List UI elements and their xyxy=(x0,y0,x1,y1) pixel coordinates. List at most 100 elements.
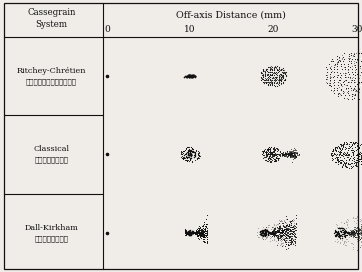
Point xyxy=(267,231,273,235)
Point xyxy=(186,148,192,152)
Point xyxy=(352,65,357,69)
Point xyxy=(359,92,362,96)
Point xyxy=(263,152,269,156)
Point xyxy=(192,152,198,157)
Point xyxy=(337,78,343,82)
Point xyxy=(288,150,294,154)
Point xyxy=(204,228,210,232)
Point xyxy=(358,228,362,232)
Point xyxy=(269,73,274,77)
Point xyxy=(338,234,344,239)
Point xyxy=(182,227,188,231)
Point xyxy=(274,67,280,71)
Point xyxy=(264,227,270,232)
Point xyxy=(346,157,352,162)
Point xyxy=(285,222,290,227)
Point xyxy=(360,240,362,244)
Point xyxy=(275,228,281,232)
Point xyxy=(272,229,277,233)
Point xyxy=(293,228,299,232)
Point xyxy=(283,151,289,156)
Point xyxy=(352,57,358,61)
Point xyxy=(255,235,261,239)
Point xyxy=(202,235,207,239)
Point xyxy=(201,234,207,238)
Point xyxy=(291,151,297,155)
Point xyxy=(287,153,293,157)
Point xyxy=(279,152,285,156)
Point xyxy=(344,231,350,235)
Point xyxy=(291,151,297,155)
Point xyxy=(356,235,362,240)
Point xyxy=(279,152,285,156)
Point xyxy=(261,148,267,153)
Point xyxy=(358,239,362,243)
Point xyxy=(268,230,274,234)
Point xyxy=(264,73,270,77)
Point xyxy=(282,151,288,156)
Point xyxy=(345,147,351,152)
Point xyxy=(334,232,340,236)
Point xyxy=(289,234,295,238)
Point xyxy=(188,231,193,235)
Point xyxy=(272,159,277,163)
Point xyxy=(334,152,340,156)
Point xyxy=(260,76,265,81)
Point xyxy=(345,239,351,243)
Point xyxy=(274,83,280,88)
Point xyxy=(357,64,362,69)
Point xyxy=(197,230,202,234)
Point xyxy=(275,67,281,72)
Point xyxy=(336,145,342,149)
Point xyxy=(345,231,351,235)
Point xyxy=(351,231,357,235)
Point xyxy=(201,231,207,236)
Point xyxy=(361,90,362,95)
Point xyxy=(292,237,298,242)
Point xyxy=(278,234,284,238)
Point xyxy=(288,238,294,243)
Point xyxy=(185,145,190,149)
Point xyxy=(185,230,191,235)
Point xyxy=(353,160,358,164)
Point xyxy=(324,81,330,85)
Point xyxy=(336,162,341,166)
Point xyxy=(351,156,357,161)
Point xyxy=(259,231,265,235)
Point xyxy=(274,75,280,79)
Point xyxy=(184,231,190,235)
Point xyxy=(274,233,279,237)
Point xyxy=(274,64,279,69)
Point xyxy=(274,243,280,247)
Point xyxy=(361,231,362,236)
Point xyxy=(277,233,283,237)
Point xyxy=(185,230,190,235)
Point xyxy=(361,244,362,248)
Point xyxy=(273,152,279,156)
Point xyxy=(348,234,353,238)
Point xyxy=(285,151,291,156)
Point xyxy=(268,64,274,69)
Point xyxy=(329,154,334,159)
Point xyxy=(352,235,358,239)
Point xyxy=(277,77,283,82)
Point xyxy=(338,56,344,61)
Point xyxy=(263,229,269,233)
Point xyxy=(184,145,190,150)
Point xyxy=(332,230,338,234)
Point xyxy=(266,231,272,235)
Point xyxy=(266,223,272,228)
Point xyxy=(350,229,356,233)
Point xyxy=(262,230,268,234)
Point xyxy=(267,83,273,87)
Point xyxy=(259,152,265,156)
Point xyxy=(275,156,281,160)
Point xyxy=(198,234,204,239)
Point xyxy=(341,233,347,237)
Point xyxy=(361,147,362,152)
Point xyxy=(328,152,333,156)
Point xyxy=(275,152,281,157)
Point xyxy=(196,231,202,236)
Point xyxy=(272,233,277,238)
Point xyxy=(279,152,285,156)
